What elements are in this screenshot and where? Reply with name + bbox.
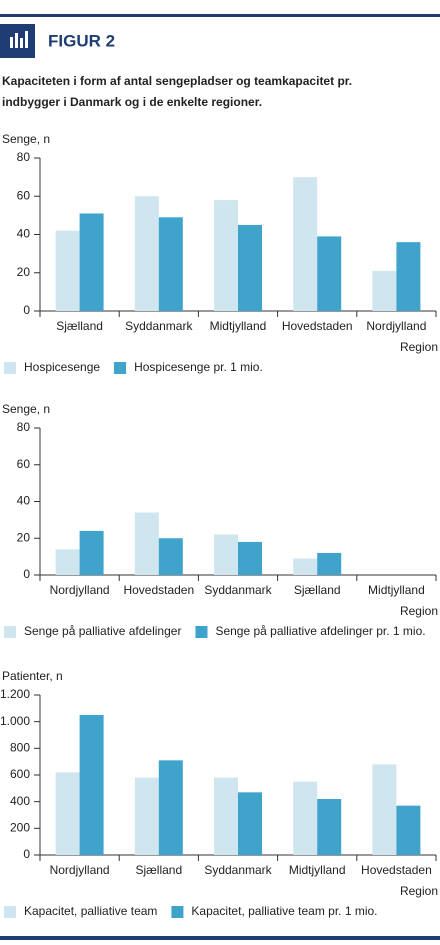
icon [10,31,28,48]
bar [134,196,159,311]
bar [214,200,238,311]
legend-swatch [171,906,184,918]
bar [134,512,159,575]
y-tick-label: 40 [17,227,31,241]
bar [79,213,104,311]
x-tick-label: Sjælland [294,583,341,597]
bar [55,230,80,311]
bar [372,764,397,855]
y-tick-label: 800 [10,741,30,755]
x-tick-label: Syddanmark [125,319,193,333]
legend-label: Senge på palliative afdelinger pr. 1 mio… [215,624,425,638]
bar [238,224,262,311]
bar [158,760,183,855]
legend-label: Senge på palliative afdelinger [24,624,181,638]
top-rule [0,14,440,17]
x-axis-label: Region [400,340,438,354]
y-tick-label: 600 [10,767,30,781]
bar [396,805,421,855]
legend-swatch [4,362,16,374]
bar [293,558,318,575]
bar [372,270,397,311]
legend-swatch [195,626,208,638]
y-tick-label: 40 [17,494,31,508]
y-tick-label: 0 [23,847,30,861]
y-axis-label: Senge, n [2,132,50,146]
bar [55,772,80,855]
x-tick-label: Nordjylland [50,583,110,597]
bar [158,538,183,575]
x-tick-label: Nordjylland [50,863,110,877]
bar [293,177,318,311]
x-tick-label: Midtjylland [210,319,267,333]
bar [396,242,421,311]
y-tick-label: 0 [23,303,30,317]
legend-swatch [4,626,16,638]
x-tick-label: Midtjylland [289,863,346,877]
y-tick-label: 200 [10,821,30,835]
bar [317,236,342,311]
bottom-rule [0,936,440,940]
x-tick-label: Hovedstaden [123,583,194,597]
x-tick-label: Syddanmark [204,863,272,877]
legend-label: Kapacitet, palliative team [24,904,157,918]
bar [317,552,342,575]
legend-label: Hospicesenge [24,360,100,374]
caption-line: Kapaciteten i form af antal sengepladser… [2,74,352,88]
bar [214,534,238,575]
bar [158,217,183,311]
bar [134,777,159,855]
y-tick-label: 80 [17,150,31,164]
legend-swatch [114,362,127,374]
legend-label: Hospicesenge pr. 1 mio. [134,360,263,374]
y-tick-label: 0 [23,567,30,581]
bar [79,715,104,855]
figure-label: FIGUR 2 [48,31,115,50]
bar [55,549,80,575]
x-tick-label: Sjælland [56,319,103,333]
bar [293,781,318,855]
y-tick-label: 80 [17,420,31,434]
y-axis-label: Senge, n [2,402,50,416]
bar [79,530,104,575]
x-tick-label: Hovedstaden [282,319,353,333]
y-tick-label: 20 [17,530,31,544]
x-tick-label: Sjælland [135,863,182,877]
caption-line: indbygger i Danmark og i de enkelte regi… [2,95,262,109]
y-tick-label: 60 [17,188,31,202]
legend-swatch [4,906,16,918]
y-axis-label: Patienter, n [2,669,63,683]
y-tick-label: 20 [17,265,31,279]
y-tick-label: 1.200 [0,687,30,701]
bar [238,792,262,855]
x-axis-label: Region [400,604,438,618]
x-tick-label: Hovedstaden [361,863,432,877]
y-tick-label: 400 [10,794,30,808]
x-tick-label: Syddanmark [204,583,272,597]
x-axis-label: Region [400,884,438,898]
y-tick-label: 1.000 [0,714,30,728]
x-tick-label: Midtjylland [368,583,425,597]
legend-label: Kapacitet, palliative team pr. 1 mio. [191,904,377,918]
bar [317,799,342,855]
bar [238,541,262,575]
x-tick-label: Nordjylland [366,319,426,333]
bar [214,777,238,855]
y-tick-label: 60 [17,457,31,471]
